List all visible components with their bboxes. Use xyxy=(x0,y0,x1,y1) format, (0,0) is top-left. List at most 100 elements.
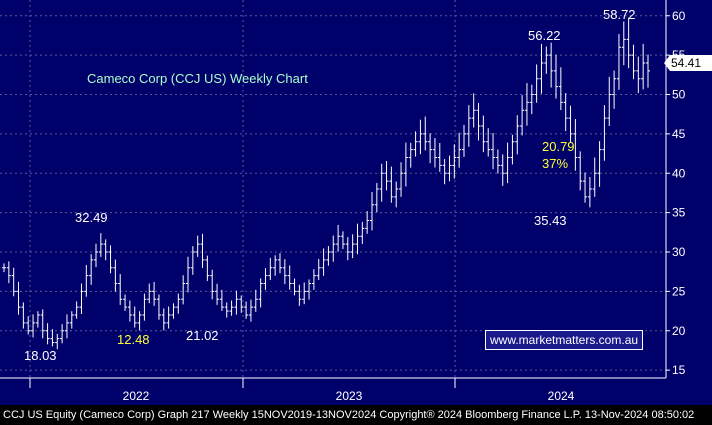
ohlc-bar xyxy=(616,34,621,90)
ohlc-bar xyxy=(524,83,529,126)
ohlc-bar xyxy=(200,233,205,268)
watermark[interactable]: www.marketmatters.com.au xyxy=(485,330,644,350)
ohlc-bar xyxy=(273,255,278,276)
footer: CCJ US Equity (Cameco Corp) Graph 217 We… xyxy=(0,405,712,425)
ohlc-bar xyxy=(331,235,336,262)
ohlc-bar xyxy=(152,281,157,306)
ohlc-bar xyxy=(31,314,36,338)
ohlc-bar xyxy=(355,223,360,255)
ohlc-bar xyxy=(573,118,578,171)
ohlc-bar xyxy=(35,311,40,328)
ohlc-bar xyxy=(161,308,166,331)
ohlc-bar xyxy=(103,239,108,261)
ohlc-bar xyxy=(171,303,176,319)
ohlc-bar xyxy=(253,289,258,312)
ohlc-bar xyxy=(481,115,486,153)
annotation-label: 58.72 xyxy=(603,7,636,22)
ohlc-bar xyxy=(423,116,428,151)
ohlc-bar xyxy=(321,248,326,276)
ohlc-bar xyxy=(428,133,433,164)
ohlc-bar xyxy=(471,93,476,128)
ohlc-bar xyxy=(408,142,413,168)
ohlc-bar xyxy=(190,246,195,275)
annotation-label: 20.79 xyxy=(542,139,575,154)
ohlc-bar xyxy=(646,54,650,88)
ohlc-bar xyxy=(55,333,60,350)
ohlc-bar xyxy=(113,259,118,292)
annotation-label: 21.02 xyxy=(186,328,219,343)
annotation-label: 56.22 xyxy=(528,28,561,43)
ohlc-bar xyxy=(326,246,331,266)
ohlc-bar xyxy=(16,281,21,315)
annotation-label: 32.49 xyxy=(75,210,108,225)
ohlc-bar xyxy=(248,299,253,322)
ohlc-bar xyxy=(282,259,287,285)
ohlc-bar xyxy=(210,269,215,300)
ohlc-bar xyxy=(442,159,447,185)
ohlc-bar xyxy=(195,235,200,257)
ohlc-bar xyxy=(123,294,128,311)
ohlc-bar xyxy=(244,301,249,319)
ohlc-bar xyxy=(350,234,355,259)
x-axis: 2022 2023 2024 xyxy=(0,377,666,403)
ohlc-bar xyxy=(515,115,520,155)
ohlc-bar xyxy=(258,278,263,308)
ohlc-bar xyxy=(205,255,210,281)
ohlc-bar xyxy=(607,76,612,126)
ohlc-bar xyxy=(452,144,457,179)
ohlc-bar xyxy=(307,279,312,300)
ohlc-bar xyxy=(612,70,617,109)
ohlc-bar xyxy=(118,274,123,305)
ytick-label: 15 xyxy=(672,363,686,377)
ohlc-bar xyxy=(166,306,171,329)
ohlc-bar xyxy=(636,56,641,94)
ohlc-bar xyxy=(534,64,539,103)
ohlc-bar xyxy=(520,95,525,136)
ohlc-bar xyxy=(2,263,6,273)
ohlc-bar xyxy=(587,177,592,208)
ohlc-bar xyxy=(544,46,549,74)
ytick-label: 45 xyxy=(672,127,686,141)
ohlc-bar xyxy=(597,141,602,187)
ohlc-bar xyxy=(69,311,74,329)
ytick-label: 40 xyxy=(672,166,686,180)
ohlc-bar xyxy=(84,264,89,297)
ohlc-bar xyxy=(578,151,583,191)
ohlc-bar xyxy=(360,221,365,245)
ohlc-bar xyxy=(40,309,45,339)
xtick-label: 2023 xyxy=(336,389,363,403)
ohlc-bar xyxy=(11,267,16,297)
ohlc-bar xyxy=(403,142,408,187)
ohlc-bar xyxy=(302,282,307,305)
ohlc-bar xyxy=(64,314,69,339)
ohlc-bar xyxy=(602,105,607,161)
ohlc-bar xyxy=(568,105,573,143)
ohlc-bar xyxy=(147,283,152,304)
ohlc-bar xyxy=(500,154,505,186)
last-price-label: 54.41 xyxy=(671,56,701,70)
ohlc-bar xyxy=(176,293,181,314)
ohlc-bar xyxy=(311,269,316,290)
ohlc-bar xyxy=(549,42,554,88)
ohlc-bar xyxy=(60,324,65,344)
ohlc-bar xyxy=(505,142,510,184)
ohlc-bar xyxy=(457,132,462,168)
ohlc-bar xyxy=(394,181,399,208)
ohlc-bar xyxy=(74,301,79,319)
y-axis: 15202530354045505560 xyxy=(665,0,686,378)
xaxis-background xyxy=(0,378,666,405)
ohlc-bar xyxy=(268,257,273,281)
ytick-label: 50 xyxy=(672,88,686,102)
plot-background xyxy=(0,0,666,378)
ohlc-bar xyxy=(510,134,515,165)
ohlc-bar xyxy=(495,149,500,174)
ohlc-bar xyxy=(108,245,113,274)
last-price-tag: 54.41 xyxy=(664,55,712,71)
annotations: 32.49 18.03 12.48 21.02 56.22 20.79 37% 35.43 58… xyxy=(24,7,636,363)
ohlc-bar xyxy=(592,157,597,197)
ohlc-bar xyxy=(21,302,26,329)
ohlc-bar xyxy=(263,268,268,290)
ohlc-bar xyxy=(340,231,345,250)
ohlc-bar xyxy=(137,311,142,331)
